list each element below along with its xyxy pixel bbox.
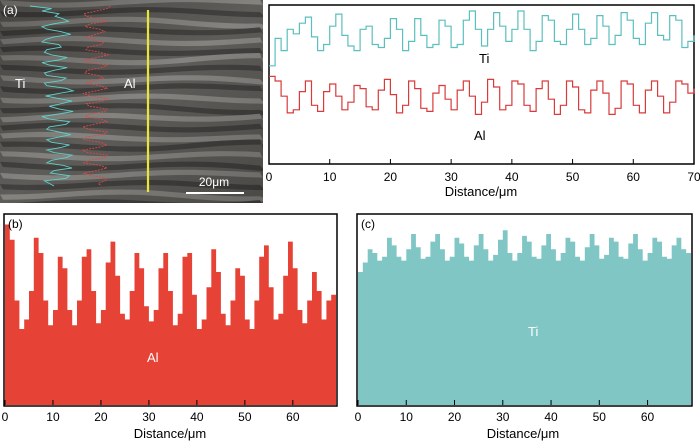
ti-profile-x-tick-label: 20 xyxy=(448,410,462,424)
ti-profile-x-tick-label: 10 xyxy=(400,410,414,424)
al-profile-label: Al xyxy=(147,350,159,365)
ti-profile-x-tick-label: 60 xyxy=(641,410,655,424)
al-profile-x-tick-label: 10 xyxy=(46,410,60,424)
al-trace-line xyxy=(81,5,111,187)
al-profile-x-axis-label: Distance/μm xyxy=(134,426,207,441)
line-scan-ti-annotation: Ti xyxy=(479,51,489,66)
line-scan-x-tick-label: 50 xyxy=(566,170,580,184)
al-profile-chart: Al (b) 0 10 20 30 40 50 60 Distance/μm xyxy=(2,213,338,441)
line-scan-chart: Ti Al 0 10 20 30 40 50 60 70 Distance/μm xyxy=(266,4,700,199)
al-profile-x-ticks: 0 10 20 30 40 50 60 xyxy=(2,400,300,424)
ti-profile-x-tick-label: 0 xyxy=(355,410,362,424)
ti-profile-x-tick-label: 30 xyxy=(496,410,510,424)
line-scan-x-tick-label: 0 xyxy=(266,170,273,184)
al-profile-frame xyxy=(3,213,338,407)
ti-profile-x-axis-label: Distance/μm xyxy=(487,426,560,441)
al-profile-x-tick-label: 40 xyxy=(190,410,204,424)
ti-trace-line xyxy=(29,5,75,187)
micrograph-shading xyxy=(0,0,263,203)
ti-profile-x-tick-label: 50 xyxy=(593,410,607,424)
al-profile-x-tick-label: 60 xyxy=(286,410,300,424)
line-scan-x-tick-label: 60 xyxy=(627,170,641,184)
panel-b-label: (b) xyxy=(8,217,23,231)
panel-a-label: (a) xyxy=(3,3,18,17)
line-scan-x-tick-label: 40 xyxy=(505,170,519,184)
scale-bar-label: 20μm xyxy=(199,175,229,189)
micrograph-panel: Ti Al 20μm (a) xyxy=(0,0,263,203)
series-al-line xyxy=(269,75,695,115)
series-ti-line xyxy=(269,10,695,67)
line-scan-al-annotation: Al xyxy=(474,128,486,143)
al-profile-area xyxy=(5,224,336,405)
line-scan-x-tick-label: 10 xyxy=(323,170,337,184)
micrograph-al-label: Al xyxy=(124,76,136,91)
line-scan-x-axis-label: Distance/μm xyxy=(445,184,518,199)
line-scan-x-ticks: 0 10 20 30 40 50 60 70 xyxy=(266,159,700,184)
ti-profile-frame xyxy=(356,213,693,407)
ti-profile-x-tick-label: 40 xyxy=(544,410,558,424)
line-scan-x-tick-label: 30 xyxy=(444,170,458,184)
line-scan-x-tick-label: 20 xyxy=(384,170,398,184)
al-profile-x-tick-label: 20 xyxy=(94,410,108,424)
ti-profile-area xyxy=(358,230,691,405)
ti-profile-chart: Ti (c) 0 10 20 30 40 50 60 Distance/μm xyxy=(355,213,693,441)
al-profile-x-tick-label: 30 xyxy=(142,410,156,424)
ti-profile-x-ticks: 0 10 20 30 40 50 60 xyxy=(355,400,655,424)
micrograph-ti-label: Ti xyxy=(15,76,25,91)
panel-c-label: (c) xyxy=(361,217,375,231)
line-scan-x-tick-label: 70 xyxy=(687,170,700,184)
al-profile-x-tick-label: 50 xyxy=(238,410,252,424)
al-profile-x-tick-label: 0 xyxy=(2,410,9,424)
ti-profile-label: Ti xyxy=(528,324,538,339)
